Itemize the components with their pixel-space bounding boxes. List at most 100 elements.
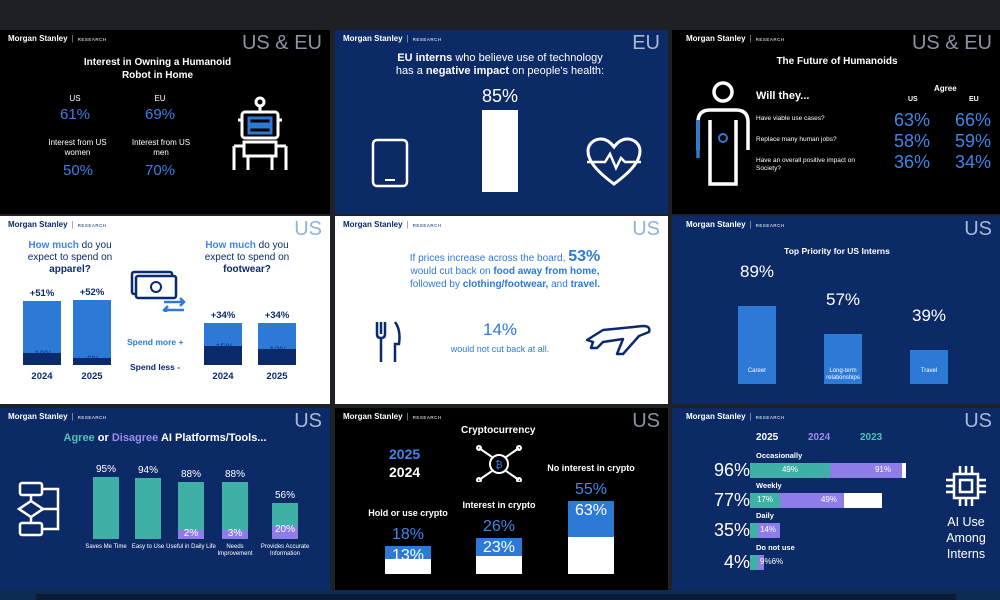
money-exchange-icon [130, 270, 186, 312]
disagree-value: 2% [183, 528, 199, 539]
spend-less-value: -6% [83, 353, 100, 364]
region-label: US & EU [911, 32, 992, 54]
tool-label: Easy to Use [131, 544, 165, 550]
agree-bar [93, 477, 119, 539]
col-eu: EU [969, 96, 979, 103]
spend-more-value: +52% [79, 287, 105, 298]
agree-bar [135, 477, 161, 539]
spend-less-bar [23, 352, 61, 365]
value-2024: 55% [574, 481, 608, 498]
year-label: 2024 [212, 371, 234, 382]
spend-more-value: +51% [29, 288, 55, 300]
value-2024: 49% [781, 465, 798, 474]
disagree-value: 20% [274, 524, 295, 535]
us-men-value: 70% [144, 162, 176, 179]
spend-less-bar [258, 348, 296, 365]
region-label: US & EU [241, 32, 322, 54]
side-title: AI Use Among Interns [946, 515, 986, 561]
spend-more-bar [73, 300, 111, 365]
priority-value: 89% [739, 261, 775, 281]
window-bottom-bar [0, 590, 1000, 600]
frequency-label: Weekly [756, 481, 782, 490]
frequency-label: Occasionally [756, 451, 803, 460]
agree-value: 88% [224, 468, 245, 480]
tablet-icon [371, 138, 409, 188]
us-value: 63% [894, 110, 931, 130]
brand-logo: Morgan Stanley | RESEARCH [686, 220, 785, 229]
tool-label: Saves Me Time [85, 544, 127, 550]
panel-tech-health: Morgan Stanley | RESEARCH EU EU interns wh… [335, 30, 668, 214]
priority-label: Long-term relationships [826, 368, 860, 381]
value-2025: 96% [713, 460, 750, 480]
priority-bar [824, 333, 862, 384]
price-statement: If prices increase across the board, 53%… [409, 248, 601, 291]
region-label: EU [632, 32, 660, 54]
value-14: 14% [482, 320, 518, 339]
panel-title: The Future of Humanoids [776, 56, 898, 67]
region-label: US [294, 218, 322, 240]
bar-2025 [568, 501, 614, 537]
spend-less-bar [73, 357, 111, 365]
panel-title: EU interns who believe use of technology… [395, 52, 605, 77]
col-us: US [908, 96, 918, 103]
us-value: 58% [894, 131, 931, 151]
brand-logo: Morgan Stanley | RESEARCH [8, 220, 107, 229]
tool-label: Needs Improvement [217, 544, 253, 557]
bar-remainder [902, 463, 906, 478]
disagree-bar [222, 530, 248, 539]
value-2025: 13% [391, 547, 425, 564]
us-women-value: 50% [62, 162, 94, 179]
brand-logo: Morgan Stanley | RESEARCH [8, 34, 107, 43]
disagree-bar [178, 530, 204, 539]
region-label: US [294, 410, 322, 432]
panel-ai-use: Morgan Stanley | RESEARCH US 2025 2024 202… [672, 408, 1000, 590]
bar-2023 [758, 523, 780, 538]
tool-label: Useful in Daily Life [166, 544, 216, 550]
panel-spending: Morgan Stanley | RESEARCH US How much do y… [0, 216, 330, 404]
legend-2025: 2025 [389, 446, 421, 462]
panel-humanoid-interest: Morgan Stanley | RESEARCH US & EU Interest… [0, 30, 330, 214]
humanoid-icon [696, 81, 750, 186]
panel-ai-tools: Morgan Stanley | RESEARCH US Agree or Disa… [0, 408, 330, 590]
eu-label: EU [154, 94, 166, 103]
legend-2025: 2025 [756, 432, 779, 443]
legend-2024: 2024 [808, 432, 831, 443]
value-85: 85% [481, 86, 519, 106]
us-value: 61% [59, 106, 91, 123]
bar-2024 [750, 493, 780, 508]
priority-label: Travel [920, 368, 938, 374]
panel-title: Interest in Owning a Humanoid Robot in H… [83, 57, 232, 81]
value-2024: 18% [391, 526, 425, 543]
spend-less-value: -13% [266, 344, 288, 355]
value-2025: 35% [713, 520, 750, 540]
heart-pulse-icon [586, 137, 642, 186]
eu-value: 34% [955, 152, 992, 172]
agree-value: 56% [274, 489, 295, 501]
panel-future-humanoids: Morgan Stanley | RESEARCH US & EU The Futu… [672, 30, 1000, 214]
spend-less-bar [204, 346, 242, 365]
spend-less-label: Spend less - [130, 362, 181, 372]
bar-2025 [385, 546, 431, 559]
priority-bar [910, 349, 948, 384]
year-label: 2025 [81, 371, 103, 382]
flowchart-icon [16, 481, 60, 537]
footwear-question: How much do you expect to spend on footw… [204, 240, 290, 275]
group-label: No interest in crypto [547, 463, 635, 473]
fork-knife-icon [375, 321, 401, 362]
region-label: US [964, 218, 992, 240]
no-cutback-text: would not cut back at all. [450, 344, 550, 354]
legend-2023: 2023 [860, 432, 883, 443]
agree-value: 94% [137, 464, 158, 476]
value-2025: 4% [723, 552, 750, 572]
value-2023: 49% [820, 495, 837, 504]
us-men-label: Interest from US men [131, 138, 191, 157]
crypto-network-icon: ₿ [476, 445, 522, 482]
eu-value: 66% [955, 110, 992, 130]
panel-title: Top Priority for US Interns [784, 246, 890, 256]
value-2023: 14% [760, 525, 777, 534]
disagree-value: 3% [227, 528, 243, 539]
us-women-label: Interest from US women [48, 138, 107, 157]
bar-2023 [780, 493, 844, 508]
value-2024: 17% [756, 495, 773, 504]
us-value: 36% [894, 152, 931, 172]
